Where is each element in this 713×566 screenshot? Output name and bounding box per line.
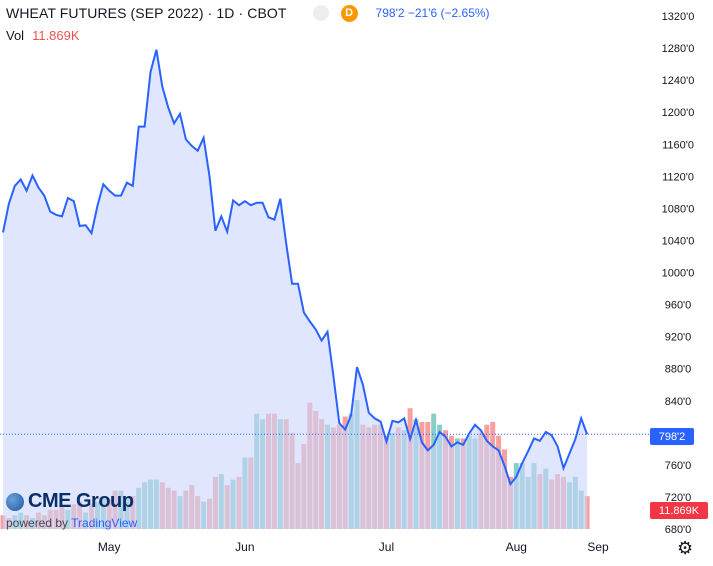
price-tick-label: 1120'0	[662, 171, 694, 183]
powered-by-label: powered by	[6, 516, 69, 530]
price-tick-label: 680'0	[665, 524, 692, 536]
price-tick-label: 1160'0	[662, 139, 694, 151]
symbol-header: WHEAT FUTURES (SEP 2022) · 1D · CBOT D 7…	[6, 4, 490, 22]
volume-legend: Vol 11.869K	[6, 28, 80, 43]
price-tick-label: 720'0	[665, 492, 692, 504]
price-axis[interactable]: 1320'0 1280'0 1240'0 1200'0 1160'0 1120'0 1080…	[662, 11, 695, 536]
volume-label: Vol	[6, 28, 25, 43]
price-tick-label: 840'0	[665, 396, 692, 408]
time-tick-label: Sep	[587, 540, 609, 554]
last-price-tag: 798'2	[650, 428, 694, 445]
symbol-title[interactable]: WHEAT FUTURES (SEP 2022) · 1D · CBOT	[6, 5, 287, 21]
tradingview-link[interactable]: TradingView	[71, 516, 138, 530]
last-volume-tag: 11.869K	[650, 502, 708, 519]
price-tick-label: 920'0	[665, 332, 692, 344]
time-tick-label: Aug	[506, 540, 527, 554]
price-tick-label: 1240'0	[662, 75, 695, 87]
price-tick-label: 1200'0	[662, 107, 695, 119]
price-tick-label: 960'0	[665, 300, 692, 312]
gear-icon[interactable]: ⚙	[677, 538, 694, 558]
price-tick-label: 760'0	[665, 460, 692, 472]
price-line	[2, 49, 589, 487]
volume-value: 11.869K	[32, 28, 80, 43]
price-tick-label: 1280'0	[662, 43, 695, 55]
cme-logo[interactable]: CME Group powered by TradingView	[6, 490, 137, 530]
price-quote: 798'2 −21'6 (−2.65%)	[375, 6, 490, 20]
market-status-icon[interactable]	[312, 5, 329, 21]
time-tick-label: Jul	[379, 540, 394, 554]
brand-name: CME Group	[28, 490, 134, 512]
price-tick-label: 1040'0	[662, 235, 695, 247]
price-tick-label: 880'0	[665, 364, 692, 376]
time-axis[interactable]: May Jun Jul Aug Sep	[98, 540, 609, 554]
price-area-fill	[3, 49, 588, 529]
time-tick-label: Jun	[235, 540, 254, 554]
price-tick-label: 1000'0	[662, 268, 695, 280]
price-tick-label: 1080'0	[662, 203, 695, 215]
delayed-badge[interactable]: D	[340, 4, 358, 22]
globe-icon	[6, 492, 24, 511]
price-tick-label: 1320'0	[662, 11, 695, 23]
time-tick-label: May	[98, 540, 121, 554]
